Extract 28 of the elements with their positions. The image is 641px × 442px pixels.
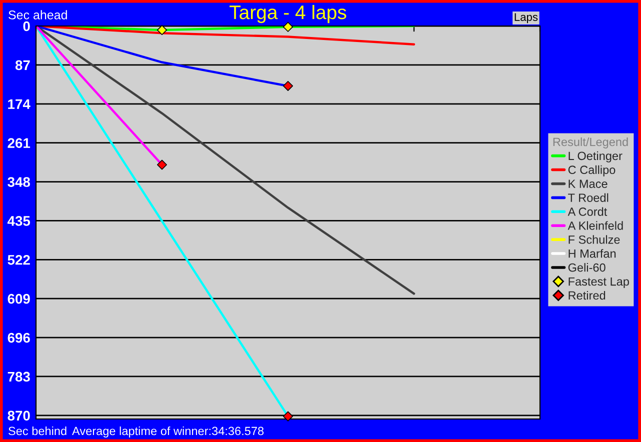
y-tick-label: 261 — [8, 138, 30, 148]
legend-label: T Roedl — [568, 193, 608, 202]
text: Average laptime of winner:34:36.578 — [72, 426, 264, 438]
legend-label: F Schulze — [568, 235, 620, 244]
y-tick-label: 87 — [15, 60, 30, 70]
legend-label: A Cordt — [568, 207, 608, 216]
y-tick-label: 696 — [8, 332, 30, 343]
legend-label: L Oetinger — [568, 151, 622, 162]
legend-label: Fastest Lap — [568, 277, 629, 288]
y-tick-label: 522 — [8, 254, 30, 265]
y-tick-label: 0 — [23, 21, 30, 32]
legend-title: Result/Legend — [553, 137, 628, 148]
y-tick-label: 174 — [8, 99, 30, 109]
y-tick-label: 783 — [8, 372, 30, 382]
legend-label: A Kleinfeld — [568, 221, 623, 230]
y-tick-label: 435 — [7, 216, 30, 226]
chart-title: Targa - 4 laps — [230, 4, 346, 24]
legend-label: Retired — [568, 290, 606, 300]
text: Sec behind — [8, 426, 66, 436]
legend-label: H Marfan — [568, 249, 616, 258]
y-tick-label: 348 — [8, 177, 30, 187]
legend-label: Geli-60 — [568, 263, 606, 272]
x-axis-title: Laps — [514, 13, 538, 24]
y-tick-label: 870 — [8, 410, 30, 421]
legend-label: K Mace — [568, 180, 608, 188]
y-axis-title: Sec ahead — [8, 10, 67, 20]
legend-label: C Callipo — [568, 165, 616, 176]
y-tick-label: 609 — [8, 294, 30, 304]
